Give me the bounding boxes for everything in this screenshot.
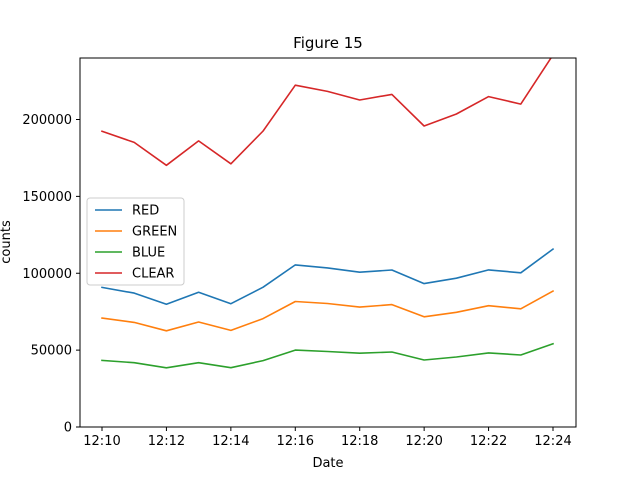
x-tick-label: 12:14 — [212, 434, 249, 449]
x-tick-label: 12:16 — [277, 434, 314, 449]
legend-label-green: GREEN — [132, 225, 177, 240]
legend-label-clear: CLEAR — [132, 267, 174, 282]
legend-label-red: RED — [132, 204, 159, 219]
series-line-red — [101, 247, 555, 306]
chart-title: Figure 15 — [293, 34, 363, 52]
x-tick-label: 12:12 — [148, 434, 185, 449]
legend-box — [86, 197, 185, 286]
legend-label-blue: BLUE — [132, 246, 165, 261]
series-line-clear — [100, 58, 552, 167]
y-axis-label: counts — [0, 220, 14, 264]
x-tick-label: 12:20 — [405, 434, 442, 449]
y-tick-label: 150000 — [22, 190, 72, 205]
series-lines — [100, 58, 555, 369]
x-axis-ticks: 12:10 12:12 12:14 12:16 12:18 12:20 12:22 12:24 — [83, 427, 572, 449]
x-tick-label: 12:24 — [534, 434, 571, 449]
x-axis-label: Date — [312, 456, 343, 471]
x-tick-label: 12:18 — [341, 434, 378, 449]
plot-frame — [79, 57, 577, 428]
y-tick-label: 200000 — [22, 113, 72, 128]
y-axis-ticks: 0 50000 100000 150000 200000 — [22, 113, 80, 436]
y-tick-label: 0 — [64, 421, 72, 436]
y-tick-label: 100000 — [22, 267, 72, 282]
x-tick-label: 12:10 — [83, 434, 120, 449]
x-tick-label: 12:22 — [470, 434, 507, 449]
series-line-blue — [101, 342, 555, 369]
legend: RED GREEN BLUE CLEAR — [86, 197, 185, 286]
series-line-green — [101, 290, 555, 332]
y-tick-label: 50000 — [31, 344, 72, 359]
